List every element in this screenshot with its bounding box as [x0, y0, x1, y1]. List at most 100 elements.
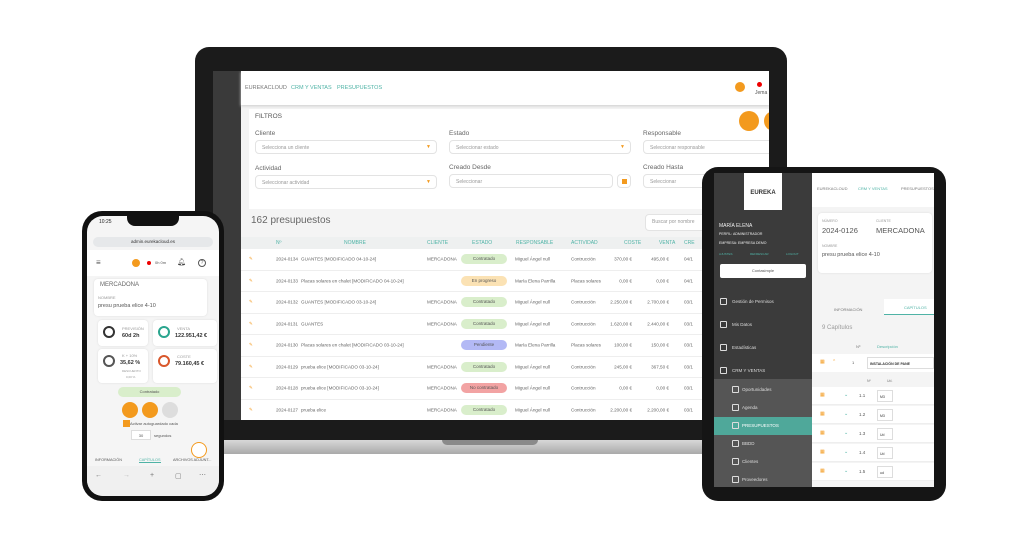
autosave-checkbox[interactable] — [123, 420, 130, 427]
ajustes-link[interactable]: AJUSTES — [719, 252, 733, 256]
table-row[interactable]: ✎ 2024-0134 GUANTES [MODIFICADO 04-10-24] M… — [241, 249, 769, 271]
breadcrumb-crm[interactable]: CRM Y VENTAS — [858, 186, 888, 191]
menu-oportunidades[interactable]: Oportunidades — [714, 381, 812, 399]
menu-icon[interactable]: ≡ — [96, 258, 101, 267]
menu-proveedores[interactable]: Proveedores — [714, 471, 812, 487]
desde-input[interactable]: Seleccionar — [449, 174, 613, 188]
item-ud-input[interactable]: Ud — [877, 428, 893, 440]
edit-icon[interactable]: ✎ — [249, 363, 253, 369]
more-icon[interactable]: ⋯ — [199, 472, 206, 479]
refrescar-link[interactable]: REFRESCAR — [750, 252, 769, 256]
menu-permisos[interactable]: Gestión de Permisos — [714, 293, 812, 311]
save-button[interactable] — [122, 402, 138, 418]
tab-informacion[interactable]: INFORMACIÓN — [834, 307, 863, 312]
table-row[interactable]: ✎ 2024-0127 prueba elice MERCADONA Miguel Án… — [241, 399, 769, 420]
drag-handle-icon[interactable]: ▦ — [820, 468, 825, 474]
table-row[interactable]: ✎ 2024-0132 GUANTES [MODIFICADO 03-10-24] M… — [241, 292, 769, 314]
contasimple-button[interactable]: Contasimple — [720, 264, 806, 278]
chevron-down-icon[interactable]: ⌄ — [844, 411, 849, 417]
col-nombre[interactable]: NOMBRE — [344, 240, 366, 246]
help-icon[interactable]: ? — [198, 259, 206, 267]
tab-archivos[interactable]: ARCHIVOS ADJUNT... — [173, 458, 212, 462]
chevron-down-icon[interactable]: ⌄ — [844, 430, 849, 436]
back-arrow-icon[interactable]: ← — [95, 472, 102, 479]
actividad-select[interactable]: Seleccionar actividad ▼ — [255, 175, 437, 189]
chevron-down-icon[interactable]: ⌄ — [844, 392, 849, 398]
edit-icon[interactable]: ✎ — [249, 256, 253, 262]
back-button[interactable] — [142, 402, 158, 418]
breadcrumb-home[interactable]: EUREKACLOUD — [245, 85, 287, 91]
tab-capitulos[interactable]: CAPÍTULOS — [139, 458, 161, 463]
url-bar[interactable]: admin.eurekacloud.es — [93, 237, 213, 247]
chevron-up-icon[interactable]: ⌃ — [832, 359, 837, 365]
user-name[interactable]: Jema — [755, 90, 768, 96]
nombre-label: NOMBRE — [98, 295, 116, 300]
cell-cliente: MERCADONA — [427, 385, 457, 391]
calendar-button[interactable] — [617, 174, 631, 188]
menu-label: Oportunidades — [742, 387, 772, 392]
menu-mis-datos[interactable]: Mis Datos — [714, 316, 812, 334]
edit-icon[interactable]: ✎ — [249, 277, 253, 283]
table-row[interactable]: ✎ 2024-0128 prueba elice [MODIFICADO 03-10… — [241, 378, 769, 400]
breadcrumb-home[interactable]: EUREKACLOUD — [817, 186, 848, 191]
menu-presupuestos[interactable]: PRESUPUESTOS — [714, 417, 812, 435]
menu-agenda[interactable]: Agenda — [714, 399, 812, 417]
item-ud-input[interactable]: Ud — [877, 447, 893, 459]
drag-handle-icon[interactable]: ▦ — [820, 449, 825, 455]
play-timer-button[interactable] — [735, 82, 745, 92]
edit-icon[interactable]: ✎ — [249, 385, 253, 391]
tab-capitulos[interactable]: CAPÍTULOS — [884, 299, 934, 315]
item-ud-input[interactable]: ud — [877, 466, 893, 478]
table-row[interactable]: ✎ 2024-0131 GUANTES MERCADONA Miguel Ángel n… — [241, 313, 769, 335]
chapter-desc-input[interactable]: INSTALACIÓN DE PANE — [867, 357, 934, 369]
breadcrumb-crm[interactable]: CRM Y VENTAS — [291, 85, 332, 91]
item-ud-input[interactable]: M3 — [877, 409, 893, 421]
estado-select[interactable]: Seleccionar estado ▼ — [449, 140, 631, 154]
timer-text: 0h 0m — [155, 260, 167, 265]
bell-icon[interactable]: 🔔︎ — [177, 259, 186, 266]
more-button[interactable] — [162, 402, 178, 418]
menu-estadisticas[interactable]: Estadísticas — [714, 339, 812, 357]
tab-informacion[interactable]: INFORMACIÓN — [95, 458, 122, 462]
chevron-down-icon[interactable]: ⌄ — [844, 468, 849, 474]
stat-label: PREVISIÓN — [122, 326, 144, 331]
col-estado[interactable]: ESTADO — [472, 240, 493, 246]
filter-button[interactable] — [739, 111, 759, 131]
edit-icon[interactable]: ✎ — [249, 406, 253, 412]
chevron-down-icon[interactable]: ⌄ — [844, 449, 849, 455]
new-tab-icon[interactable]: + — [150, 472, 155, 479]
edit-icon[interactable]: ✎ — [249, 342, 253, 348]
tabs-icon[interactable]: ▢ — [175, 473, 182, 480]
cell-resp: María Elena Parrilla — [515, 342, 556, 348]
cliente-select[interactable]: Selecciona un cliente ▼ — [255, 140, 437, 154]
hasta-placeholder: Seleccionar — [650, 179, 677, 185]
scroll-top-button[interactable] — [191, 442, 207, 458]
add-button[interactable] — [764, 111, 769, 131]
forward-arrow-icon[interactable]: → — [123, 472, 130, 479]
table-row[interactable]: ✎ 2024-0130 Placas solares en chalet [MODI… — [241, 335, 769, 357]
seconds-input[interactable]: 30 — [131, 430, 151, 440]
logout-link[interactable]: LOGOUT — [786, 252, 799, 256]
menu-clientes[interactable]: Clientes — [714, 453, 812, 471]
play-timer-button[interactable] — [132, 259, 140, 267]
clock-icon — [103, 326, 115, 338]
edit-icon[interactable]: ✎ — [249, 299, 253, 305]
table-row[interactable]: ✎ 2024-0133 Placas solares en chalet [MODI… — [241, 270, 769, 292]
drag-handle-icon[interactable]: ▦ — [820, 359, 825, 365]
laptop-screen: EUREKACLOUD CRM Y VENTAS PRESUPUESTOS Je… — [213, 71, 769, 420]
responsable-select[interactable]: Seleccionar responsable — [643, 140, 769, 154]
status-badge[interactable]: Contratado — [118, 387, 181, 397]
table-row[interactable]: ✎ 2024-0129 prueba elice [MODIFICADO 03-10… — [241, 356, 769, 378]
drag-handle-icon[interactable]: ▦ — [820, 392, 825, 398]
item-ud-input[interactable]: M3 — [877, 390, 893, 402]
menu-crm[interactable]: CRM Y VENTAS — [714, 362, 812, 380]
chart-icon — [720, 344, 727, 351]
drag-handle-icon[interactable]: ▦ — [820, 430, 825, 436]
col-num[interactable]: Nº — [276, 240, 282, 246]
filters-toggle[interactable]: FILTROS — [255, 113, 282, 120]
edit-icon[interactable]: ✎ — [249, 320, 253, 326]
cell-venta: 2.200,00 € — [647, 407, 669, 413]
drag-handle-icon[interactable]: ▦ — [820, 411, 825, 417]
app-header: ≡ 0h 0m 🔔︎ ? — [87, 250, 219, 276]
menu-bbdd[interactable]: BBDD — [714, 435, 812, 453]
